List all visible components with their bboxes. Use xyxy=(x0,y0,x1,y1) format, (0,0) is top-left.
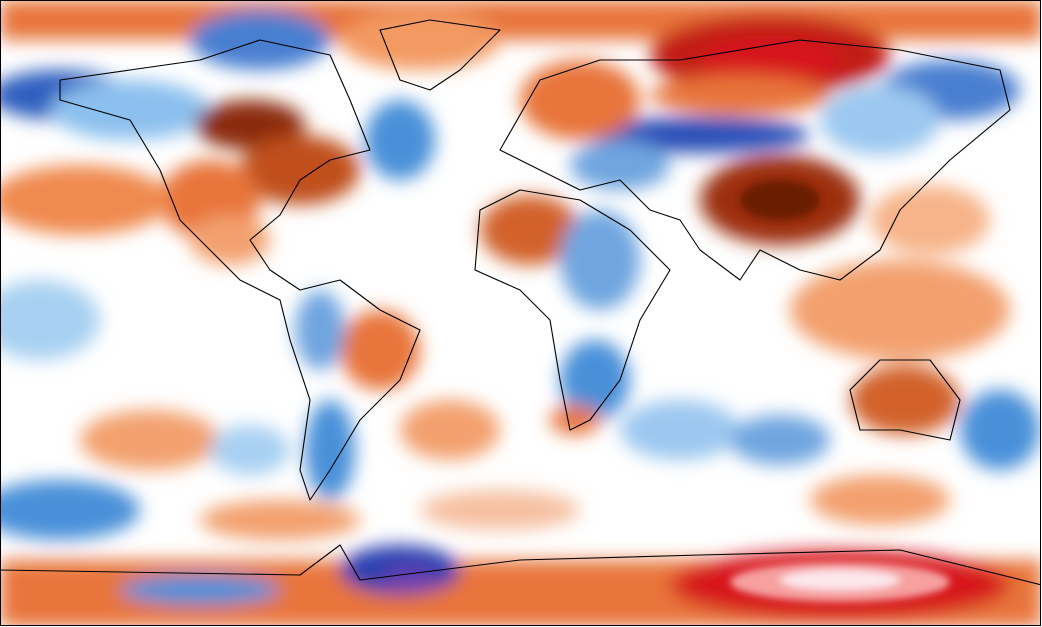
anomaly-highlights xyxy=(730,180,950,602)
coastlines xyxy=(0,19,1040,586)
